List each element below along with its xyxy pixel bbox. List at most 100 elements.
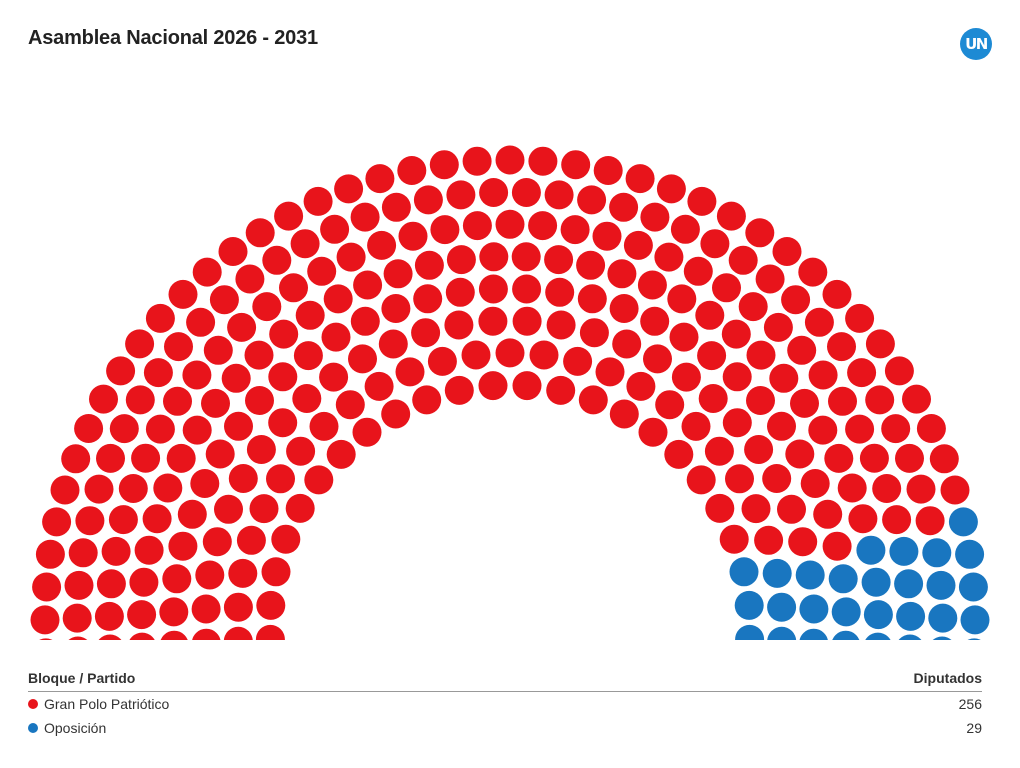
seat-gran-polo <box>777 494 806 524</box>
seat-gran-polo <box>295 300 325 330</box>
seat-gran-polo <box>563 346 593 376</box>
seat-gran-polo <box>94 601 124 631</box>
seat-gran-polo <box>429 150 459 180</box>
seat-gran-polo <box>528 211 558 241</box>
seat-gran-polo <box>462 146 492 176</box>
seat-gran-polo <box>722 362 752 392</box>
seat-gran-polo <box>847 358 877 388</box>
seat-gran-polo <box>824 443 854 473</box>
seat-oposicion <box>948 507 978 537</box>
seat-gran-polo <box>859 443 889 473</box>
legend-value-oposicion: 29 <box>966 720 982 736</box>
legend-label-gran-polo: Gran Polo Patriótico <box>44 696 170 712</box>
legend-row-oposicion: Oposición 29 <box>28 716 982 740</box>
seat-gran-polo <box>865 329 895 359</box>
seat-gran-polo <box>848 504 878 534</box>
seat-gran-polo <box>763 312 793 342</box>
seat-gran-polo <box>781 285 811 315</box>
seat-oposicion <box>762 558 792 588</box>
seat-oposicion <box>932 636 952 640</box>
seat-gran-polo <box>397 156 427 185</box>
seat-gran-polo <box>637 270 667 300</box>
seat-gran-polo <box>595 357 625 387</box>
seat-gran-polo <box>546 375 576 405</box>
seat-gran-polo <box>940 475 970 505</box>
seat-gran-polo <box>612 329 642 359</box>
seat-oposicion <box>926 570 956 600</box>
seat-gran-polo <box>108 505 138 535</box>
seat-gran-polo <box>576 250 606 280</box>
seat-gran-polo <box>427 346 457 376</box>
seat-gran-polo <box>75 506 105 536</box>
parliament-chart <box>30 145 990 640</box>
seat-gran-polo <box>609 294 639 323</box>
seat-oposicion <box>799 628 828 640</box>
seat-gran-polo <box>274 201 304 231</box>
seat-gran-polo <box>190 469 220 498</box>
seat-gran-polo <box>309 411 339 441</box>
seat-gran-polo <box>705 493 735 523</box>
seat-gran-polo <box>413 185 443 215</box>
seat-gran-polo <box>143 358 173 388</box>
seat-gran-polo <box>884 356 914 386</box>
seat-oposicion <box>898 634 922 640</box>
seat-gran-polo <box>638 417 668 447</box>
chart-title: Asamblea Nacional 2026 - 2031 <box>28 27 318 49</box>
seat-gran-polo <box>153 473 183 503</box>
seat-gran-polo <box>182 360 212 390</box>
seat-gran-polo <box>205 439 235 469</box>
seat-gran-polo <box>755 264 785 294</box>
seat-gran-polo <box>822 531 852 561</box>
seat-gran-polo <box>348 344 377 374</box>
seat-gran-polo <box>656 174 686 204</box>
seat-gran-polo <box>697 341 727 371</box>
seat-gran-polo <box>252 292 282 322</box>
seat-gran-polo <box>719 524 749 554</box>
seat-gran-polo <box>307 256 337 286</box>
seat-gran-polo <box>201 388 230 418</box>
seat-gran-polo <box>326 439 356 469</box>
seat-gran-polo <box>290 229 320 259</box>
seat-gran-polo <box>511 178 541 207</box>
seat-gran-polo <box>365 164 395 194</box>
seat-gran-polo <box>381 192 411 222</box>
seat-oposicion <box>735 624 765 640</box>
seat-gran-polo <box>446 245 476 275</box>
legend-table: Bloque / Partido Diputados Gran Polo Pat… <box>28 670 982 740</box>
seat-gran-polo <box>745 218 775 248</box>
seat-gran-polo <box>769 363 799 393</box>
seat-gran-polo <box>411 318 441 348</box>
seat-gran-polo <box>228 558 258 588</box>
seat-gran-polo <box>96 569 126 599</box>
seat-gran-polo <box>686 465 716 495</box>
seat-gran-polo <box>623 230 653 260</box>
seat-gran-polo <box>323 284 353 314</box>
seat-gran-polo <box>746 340 776 370</box>
seat-gran-polo <box>788 527 818 557</box>
seat-gran-polo <box>269 319 299 349</box>
seat-gran-polo <box>609 192 639 222</box>
seat-gran-polo <box>352 417 382 447</box>
legend-header-seats: Diputados <box>913 670 982 686</box>
seat-gran-polo <box>667 284 697 314</box>
seat-gran-polo <box>445 277 475 307</box>
seat-gran-polo <box>255 624 285 640</box>
seat-gran-polo <box>929 444 959 474</box>
seat-gran-polo <box>209 285 239 315</box>
seat-gran-polo <box>741 494 771 524</box>
seat-gran-polo <box>125 329 155 359</box>
seat-gran-polo <box>74 414 104 443</box>
seat-oposicion <box>896 601 926 631</box>
seat-gran-polo <box>700 229 730 259</box>
seat-gran-polo <box>68 538 98 568</box>
seat-gran-polo <box>364 371 394 401</box>
legend-label-oposicion: Oposición <box>44 720 107 736</box>
seat-gran-polo <box>479 242 509 272</box>
seat-gran-polo <box>168 531 198 561</box>
seat-gran-polo <box>335 390 365 420</box>
seat-gran-polo <box>186 307 216 337</box>
seat-gran-polo <box>245 218 275 248</box>
seat-gran-polo <box>746 386 775 415</box>
seat-gran-polo <box>223 592 253 622</box>
seat-gran-polo <box>681 411 711 441</box>
